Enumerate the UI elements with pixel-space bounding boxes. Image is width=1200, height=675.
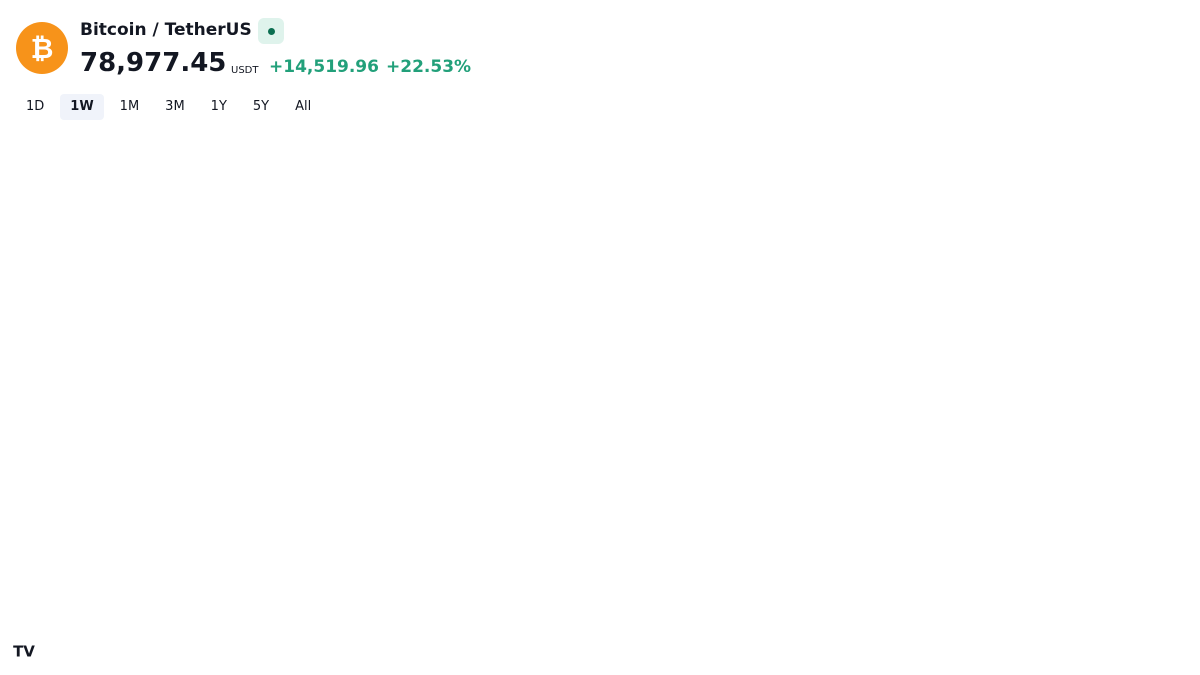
range-button[interactable]: 1D [26,99,45,114]
range-button[interactable]: 5Y [252,99,270,114]
change: +14,519.96 [269,57,379,77]
svg-text:₿: ₿ [31,32,54,65]
symbol: Bitcoin / TetherUS [80,20,252,40]
range-button[interactable]: 1M [119,99,140,114]
status-badge [258,18,284,44]
range-button[interactable]: 1Y [210,99,227,114]
change-pct: +22.53% [386,57,472,77]
currency: USDT [231,65,259,76]
price: 78,977.45 [80,48,227,78]
tv-logo: TV [13,643,35,661]
range-button[interactable]: 1W [60,94,104,120]
range-bar: 1D 1W 1M 3M 1Y 5Y All [16,94,321,120]
range-button[interactable]: 3M [165,99,185,114]
svg-text:TV: TV [13,643,35,661]
range-button[interactable]: All [295,99,312,114]
